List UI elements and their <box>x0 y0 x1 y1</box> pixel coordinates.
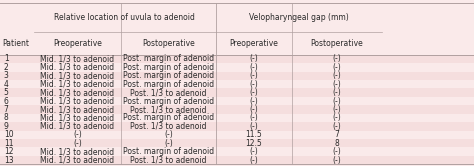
Text: Mid. 1/3 to adenoid: Mid. 1/3 to adenoid <box>40 114 115 123</box>
Bar <box>0 105 474 114</box>
Text: 5: 5 <box>4 88 9 97</box>
Text: Post. margin of adenoid: Post. margin of adenoid <box>123 97 214 106</box>
Text: (-): (-) <box>249 54 258 63</box>
Text: Mid. 1/3 to adenoid: Mid. 1/3 to adenoid <box>40 97 115 106</box>
Text: Post. margin of adenoid: Post. margin of adenoid <box>123 71 214 80</box>
Bar <box>0 55 474 63</box>
Text: (-): (-) <box>332 147 341 156</box>
Text: (-): (-) <box>332 97 341 106</box>
Bar <box>0 63 474 72</box>
Text: (-): (-) <box>249 105 258 114</box>
Text: (-): (-) <box>249 122 258 131</box>
Text: 4: 4 <box>4 80 9 89</box>
Text: 7: 7 <box>334 130 339 139</box>
Text: 6: 6 <box>4 97 9 106</box>
Text: Post. margin of adenoid: Post. margin of adenoid <box>123 147 214 156</box>
Text: Post. 1/3 to adenoid: Post. 1/3 to adenoid <box>130 122 207 131</box>
Text: Postoperative: Postoperative <box>310 39 363 48</box>
Text: (-): (-) <box>249 156 258 165</box>
Text: 8: 8 <box>4 114 9 123</box>
Text: Post. margin of adenoid: Post. margin of adenoid <box>123 54 214 63</box>
Text: Preoperative: Preoperative <box>53 39 102 48</box>
Text: Mid. 1/3 to adenoid: Mid. 1/3 to adenoid <box>40 54 115 63</box>
Text: Velopharyngeal gap (mm): Velopharyngeal gap (mm) <box>249 13 348 22</box>
Text: (-): (-) <box>332 105 341 114</box>
Text: 2: 2 <box>4 63 9 72</box>
Text: (-): (-) <box>249 71 258 80</box>
Text: Mid. 1/3 to adenoid: Mid. 1/3 to adenoid <box>40 147 115 156</box>
Text: (-): (-) <box>164 130 173 139</box>
Text: (-): (-) <box>332 54 341 63</box>
Text: (-): (-) <box>249 97 258 106</box>
Bar <box>0 72 474 80</box>
Text: 11: 11 <box>4 139 13 148</box>
Bar <box>0 88 474 97</box>
Text: Patient: Patient <box>2 39 29 48</box>
Bar <box>0 122 474 131</box>
Text: (-): (-) <box>332 156 341 165</box>
Text: Mid. 1/3 to adenoid: Mid. 1/3 to adenoid <box>40 105 115 114</box>
Text: (-): (-) <box>332 114 341 123</box>
Bar <box>0 80 474 88</box>
Text: Postoperative: Postoperative <box>142 39 195 48</box>
Text: (-): (-) <box>332 71 341 80</box>
Text: (-): (-) <box>73 139 82 148</box>
Text: (-): (-) <box>249 80 258 89</box>
Bar <box>0 97 474 105</box>
Text: (-): (-) <box>249 147 258 156</box>
Text: 12.5: 12.5 <box>245 139 262 148</box>
Text: 13: 13 <box>4 156 13 165</box>
Text: Post. 1/3 to adenoid: Post. 1/3 to adenoid <box>130 88 207 97</box>
Text: Relative location of uvula to adenoid: Relative location of uvula to adenoid <box>55 13 195 22</box>
Text: 1: 1 <box>4 54 9 63</box>
Text: Mid. 1/3 to adenoid: Mid. 1/3 to adenoid <box>40 156 115 165</box>
Text: Mid. 1/3 to adenoid: Mid. 1/3 to adenoid <box>40 122 115 131</box>
Text: (-): (-) <box>332 63 341 72</box>
Text: Post. margin of adenoid: Post. margin of adenoid <box>123 114 214 123</box>
Text: 11.5: 11.5 <box>245 130 262 139</box>
Text: (-): (-) <box>249 114 258 123</box>
Bar <box>0 114 474 122</box>
Text: Post. margin of adenoid: Post. margin of adenoid <box>123 63 214 72</box>
Text: Mid. 1/3 to adenoid: Mid. 1/3 to adenoid <box>40 80 115 89</box>
Text: Post. 1/3 to adenoid: Post. 1/3 to adenoid <box>130 156 207 165</box>
Text: Mid. 1/3 to adenoid: Mid. 1/3 to adenoid <box>40 88 115 97</box>
Text: 8: 8 <box>334 139 339 148</box>
Text: Preoperative: Preoperative <box>229 39 278 48</box>
Text: Mid. 1/3 to adenoid: Mid. 1/3 to adenoid <box>40 63 115 72</box>
Text: (-): (-) <box>164 139 173 148</box>
Text: 10: 10 <box>4 130 13 139</box>
Text: (-): (-) <box>249 63 258 72</box>
Bar <box>0 139 474 147</box>
Text: (-): (-) <box>332 80 341 89</box>
Bar <box>0 147 474 156</box>
Text: 9: 9 <box>4 122 9 131</box>
Text: Mid. 1/3 to adenoid: Mid. 1/3 to adenoid <box>40 71 115 80</box>
Bar <box>0 131 474 139</box>
Text: (-): (-) <box>249 88 258 97</box>
Text: (-): (-) <box>332 88 341 97</box>
Text: Post. 1/3 to adenoid: Post. 1/3 to adenoid <box>130 105 207 114</box>
Bar <box>0 156 474 164</box>
Text: 3: 3 <box>4 71 9 80</box>
Text: (-): (-) <box>332 122 341 131</box>
Text: 12: 12 <box>4 147 13 156</box>
Text: Post. margin of adenoid: Post. margin of adenoid <box>123 80 214 89</box>
Text: (-): (-) <box>73 130 82 139</box>
Text: 7: 7 <box>4 105 9 114</box>
